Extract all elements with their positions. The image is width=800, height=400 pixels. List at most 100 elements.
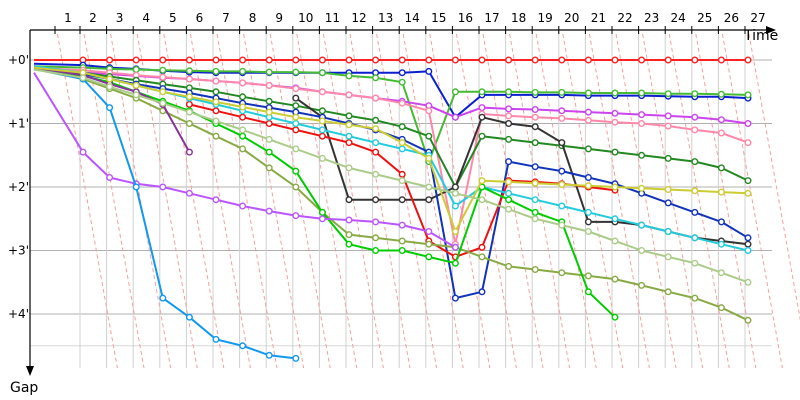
- x-tick-label: 6: [196, 11, 204, 25]
- data-point: [584, 218, 592, 226]
- data-point: [159, 183, 167, 191]
- data-point: [318, 208, 326, 216]
- data-point: [159, 294, 167, 302]
- x-tick-label: 27: [750, 11, 765, 25]
- data-point: [505, 105, 513, 113]
- data-point: [664, 154, 672, 162]
- data-point: [292, 68, 300, 76]
- data-point: [425, 154, 433, 162]
- x-axis-title: Time: [743, 28, 778, 44]
- lap-diagonal: [748, 33, 800, 321]
- data-point: [664, 185, 672, 193]
- data-point: [425, 107, 433, 115]
- data-point: [425, 132, 433, 140]
- data-point: [185, 93, 193, 101]
- data-point: [584, 272, 592, 280]
- data-point: [239, 93, 247, 101]
- lap-diagonal: [136, 33, 198, 369]
- data-point: [611, 109, 619, 117]
- data-point: [292, 145, 300, 153]
- data-point: [239, 67, 247, 75]
- data-point: [558, 88, 566, 96]
- data-point: [318, 126, 326, 134]
- data-point: [265, 97, 273, 105]
- data-point: [292, 183, 300, 191]
- data-point: [372, 116, 380, 124]
- data-point: [664, 112, 672, 120]
- data-point: [106, 173, 114, 181]
- series-6: [33, 67, 752, 191]
- data-point: [505, 158, 513, 166]
- data-point: [664, 227, 672, 235]
- series-lines: [33, 56, 752, 362]
- data-point: [531, 266, 539, 274]
- data-point: [345, 121, 353, 129]
- data-point: [106, 75, 114, 83]
- lap-diagonal: [243, 33, 305, 369]
- data-point: [478, 253, 486, 261]
- data-point: [451, 259, 459, 267]
- data-point: [717, 218, 725, 226]
- x-tick-label: 11: [325, 11, 340, 25]
- data-point: [691, 56, 699, 64]
- data-point: [239, 342, 247, 350]
- data-point: [265, 135, 273, 143]
- lap-diagonal: [216, 33, 278, 369]
- data-point: [292, 167, 300, 175]
- data-point: [212, 132, 220, 140]
- data-point: [505, 119, 513, 127]
- data-point: [717, 304, 725, 312]
- data-point: [558, 56, 566, 64]
- data-point: [451, 202, 459, 210]
- lap-diagonal: [642, 33, 704, 369]
- x-tick-label: 15: [431, 11, 446, 25]
- data-point: [744, 234, 752, 242]
- data-point: [664, 199, 672, 207]
- axes: [26, 26, 776, 376]
- data-point: [638, 151, 646, 159]
- data-point: [584, 108, 592, 116]
- series-1: [34, 56, 752, 64]
- data-point: [638, 111, 646, 119]
- x-tick-label: 14: [405, 11, 420, 25]
- data-point: [558, 139, 566, 147]
- data-point: [212, 67, 220, 75]
- data-point: [239, 132, 247, 140]
- data-point: [212, 107, 220, 115]
- data-point: [691, 113, 699, 121]
- data-point: [664, 288, 672, 296]
- data-point: [451, 88, 459, 96]
- data-point: [265, 164, 273, 172]
- data-point: [292, 113, 300, 121]
- data-point: [691, 187, 699, 195]
- data-point: [691, 259, 699, 267]
- data-point: [398, 139, 406, 147]
- data-point: [318, 56, 326, 64]
- data-point: [345, 56, 353, 64]
- lap-diagonal: [588, 33, 650, 369]
- data-point: [265, 351, 273, 359]
- data-point: [717, 56, 725, 64]
- data-point: [451, 227, 459, 235]
- data-point: [292, 102, 300, 110]
- data-point: [372, 139, 380, 147]
- series-line: [33, 68, 616, 318]
- data-point: [638, 246, 646, 254]
- data-point: [318, 215, 326, 223]
- data-point: [638, 184, 646, 192]
- data-point: [611, 237, 619, 245]
- data-point: [212, 196, 220, 204]
- y-tick-label: +4': [8, 307, 29, 321]
- data-point: [531, 113, 539, 121]
- data-point: [611, 148, 619, 156]
- data-point: [185, 67, 193, 75]
- data-point: [744, 316, 752, 324]
- data-point: [478, 104, 486, 112]
- data-point: [584, 56, 592, 64]
- data-point: [132, 56, 140, 64]
- data-point: [531, 88, 539, 96]
- data-point: [505, 178, 513, 186]
- data-point: [531, 163, 539, 171]
- data-point: [398, 246, 406, 254]
- data-point: [478, 243, 486, 251]
